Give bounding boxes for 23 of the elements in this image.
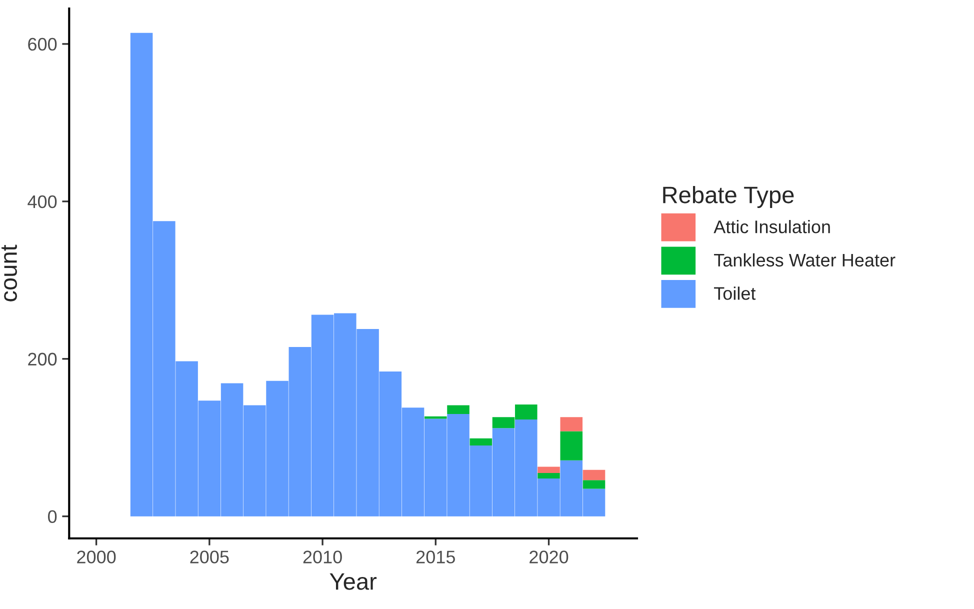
x-tick-label: 2020: [530, 550, 568, 564]
x-tick-label: 2015: [416, 550, 455, 564]
y-tick-label: 600: [28, 38, 57, 51]
x-tick-label: 2010: [303, 550, 342, 564]
bar: [538, 466, 560, 474]
bar: [538, 473, 560, 479]
bar: [447, 405, 470, 414]
y-tick-label: 0: [48, 510, 57, 524]
bar: [560, 431, 583, 460]
x-tick-label: 2000: [77, 550, 116, 564]
bar: [582, 470, 606, 480]
y-tick-label: 200: [28, 352, 57, 366]
legend-title: Rebate Type: [663, 186, 794, 208]
legend-label: Attic Insulation: [714, 220, 830, 234]
legend-label: Tankless Water Heater: [714, 253, 896, 267]
bar: [582, 480, 606, 489]
x-axis-title: Year: [330, 573, 377, 590]
bar: [560, 417, 583, 432]
x-tick-label: 2005: [190, 550, 229, 564]
y-axis-title: count: [2, 244, 18, 302]
bar: [470, 438, 492, 446]
y-tick-label: 400: [28, 195, 57, 208]
legend-label: Toilet: [714, 286, 756, 300]
